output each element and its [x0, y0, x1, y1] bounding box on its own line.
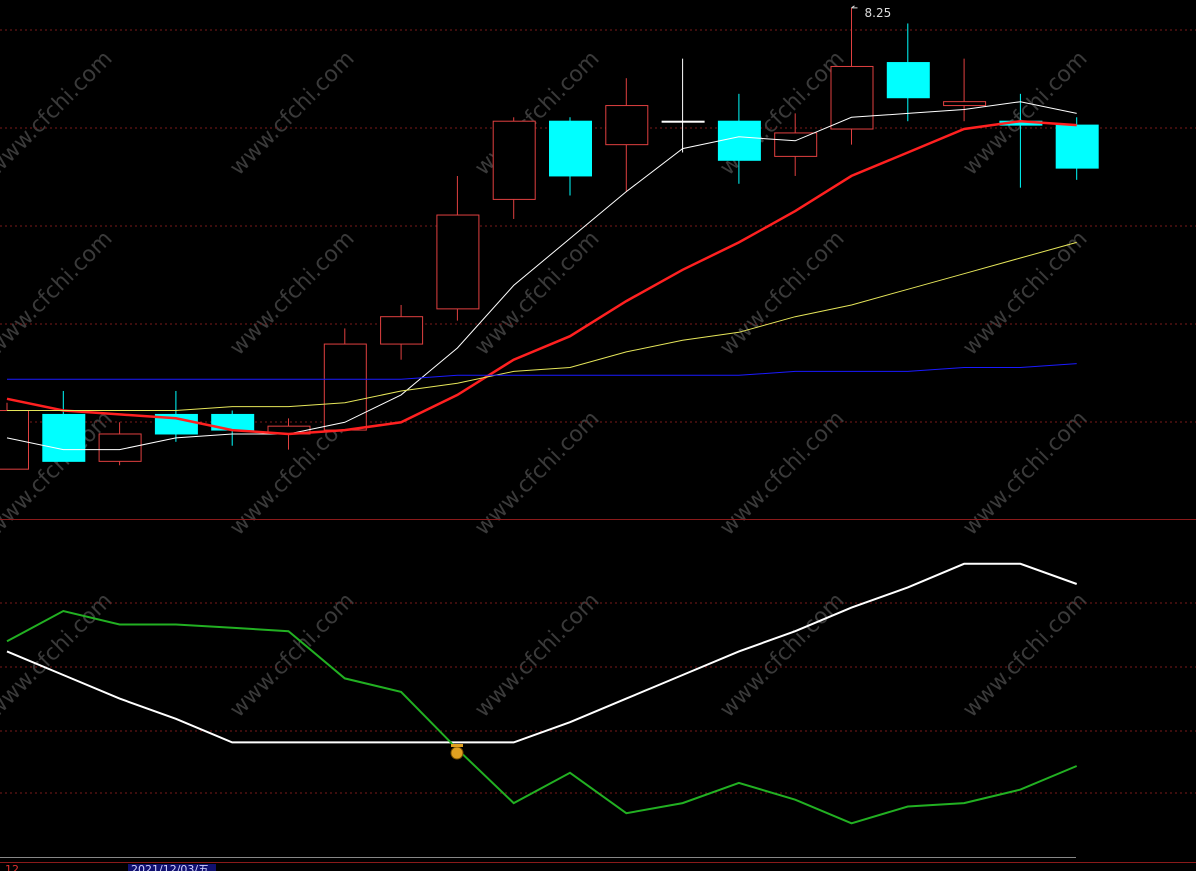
- indicator-line: [7, 241, 1077, 411]
- candle-body: [943, 101, 987, 107]
- indicator-line: [7, 363, 1077, 380]
- candle-body: [661, 120, 705, 123]
- candle-body: [42, 413, 86, 462]
- date-box: [128, 864, 216, 871]
- grid: [0, 29, 1196, 863]
- candle-body: [436, 214, 480, 310]
- candle-body: [605, 105, 649, 146]
- candle-body: [380, 316, 424, 345]
- candle-body: [154, 413, 198, 435]
- footer-date: 2021/12/03/五: [131, 863, 209, 871]
- indicator-line: [6, 562, 1078, 744]
- coin-icon: [450, 746, 464, 760]
- signal-icon: [450, 744, 464, 760]
- high-label: 8.25: [865, 6, 892, 20]
- candle-body: [886, 62, 930, 99]
- footer-left: 12: [5, 863, 19, 871]
- indicator-line: [6, 609, 1078, 825]
- indicator-line: [6, 119, 1077, 436]
- candle-body: [549, 120, 592, 177]
- candle-body: [1055, 124, 1099, 169]
- plot: 8.25: [0, 5, 1099, 825]
- coin-icon: [451, 744, 463, 747]
- candle-body: [830, 65, 874, 130]
- indicator-line: [6, 101, 1077, 451]
- candle-body: [717, 120, 761, 161]
- candle-body: [98, 433, 142, 462]
- high-pointer: [851, 5, 858, 9]
- candle-body: [492, 120, 536, 200]
- candle-body: [323, 343, 367, 431]
- candle-body: [774, 132, 818, 157]
